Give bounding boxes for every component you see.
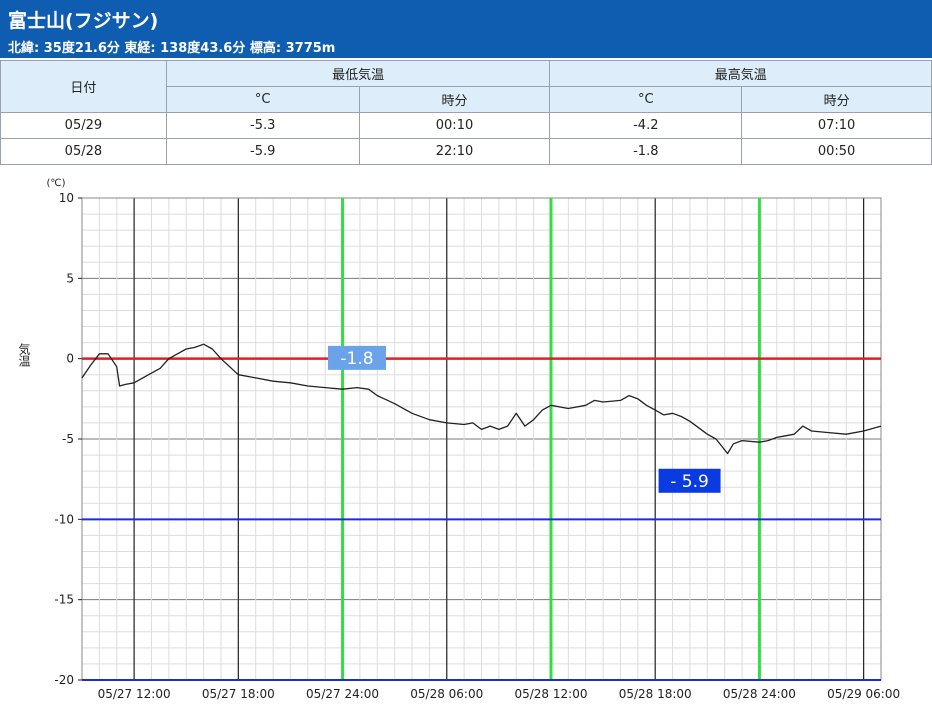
station-location: 北緯: 35度21.6分 東経: 138度43.6分 標高: 3775m bbox=[8, 41, 336, 56]
y-tick-label: -5 bbox=[62, 432, 74, 446]
y-tick-label: -10 bbox=[54, 512, 74, 526]
y-tick-label: -15 bbox=[54, 593, 74, 607]
row-max-temp: -1.8 bbox=[549, 138, 743, 165]
y-tick-label: 10 bbox=[59, 191, 74, 205]
date-header: 日付 bbox=[0, 60, 167, 113]
x-tick-label: 05/28 18:00 bbox=[619, 687, 692, 701]
x-tick-label: 05/28 12:00 bbox=[514, 687, 587, 701]
station-title: 富士山(フジサン) bbox=[8, 10, 159, 32]
max-time-header: 時分 bbox=[741, 86, 932, 113]
temperature-chart: 10 5 0 -5 -10 -15 -20 05/27 12:00 05/27 18:00 05/… bbox=[17, 178, 900, 701]
min-temp-label: - 5.9 bbox=[670, 472, 709, 492]
min-temp-group-header: 最低気温 bbox=[165, 60, 551, 87]
x-tick-label: 05/28 06:00 bbox=[410, 687, 483, 701]
temperature-summary-table: 日付 最低気温 最高気温 °C 時分 °C 時分 05/29 -5.3 00:1… bbox=[0, 60, 932, 165]
temperature-series-line bbox=[81, 343, 882, 455]
row-min-time: 00:10 bbox=[358, 112, 551, 139]
row-date: 05/29 bbox=[0, 112, 167, 139]
x-tick-label: 05/27 24:00 bbox=[306, 687, 379, 701]
table-row: 05/29 -5.3 00:10 -4.2 07:10 bbox=[0, 112, 932, 139]
max-temp-label: -1.8 bbox=[340, 349, 373, 369]
station-header: 富士山(フジサン) 北緯: 35度21.6分 東経: 138度43.6分 標高:… bbox=[0, 0, 932, 58]
min-time-header: 時分 bbox=[358, 86, 551, 113]
row-date: 05/28 bbox=[0, 138, 167, 165]
row-max-time: 07:10 bbox=[741, 112, 932, 139]
row-min-temp: -5.9 bbox=[165, 138, 360, 165]
table-row: 05/28 -5.9 22:10 -1.8 00:50 bbox=[0, 138, 932, 165]
row-max-temp: -4.2 bbox=[549, 112, 743, 139]
max-temp-label-box bbox=[328, 345, 387, 370]
y-unit-label: (℃) bbox=[46, 178, 65, 189]
x-tick-label: 05/29 06:00 bbox=[827, 687, 900, 701]
max-temp-group-header: 最高気温 bbox=[549, 60, 932, 87]
min-temp-unit-header: °C bbox=[165, 86, 360, 113]
y-tick-label: 0 bbox=[66, 352, 74, 366]
row-min-time: 22:10 bbox=[358, 138, 551, 165]
min-temp-label-box bbox=[658, 468, 721, 493]
y-tick-label: 5 bbox=[66, 271, 74, 285]
y-axis-label: 気温 bbox=[17, 342, 31, 367]
y-tick-label: -20 bbox=[54, 673, 74, 687]
x-tick-label: 05/27 18:00 bbox=[202, 687, 275, 701]
max-temp-unit-header: °C bbox=[549, 86, 743, 113]
row-max-time: 00:50 bbox=[741, 138, 932, 165]
x-tick-label: 05/27 12:00 bbox=[98, 687, 171, 701]
x-tick-label: 05/28 24:00 bbox=[723, 687, 796, 701]
row-min-temp: -5.3 bbox=[165, 112, 360, 139]
